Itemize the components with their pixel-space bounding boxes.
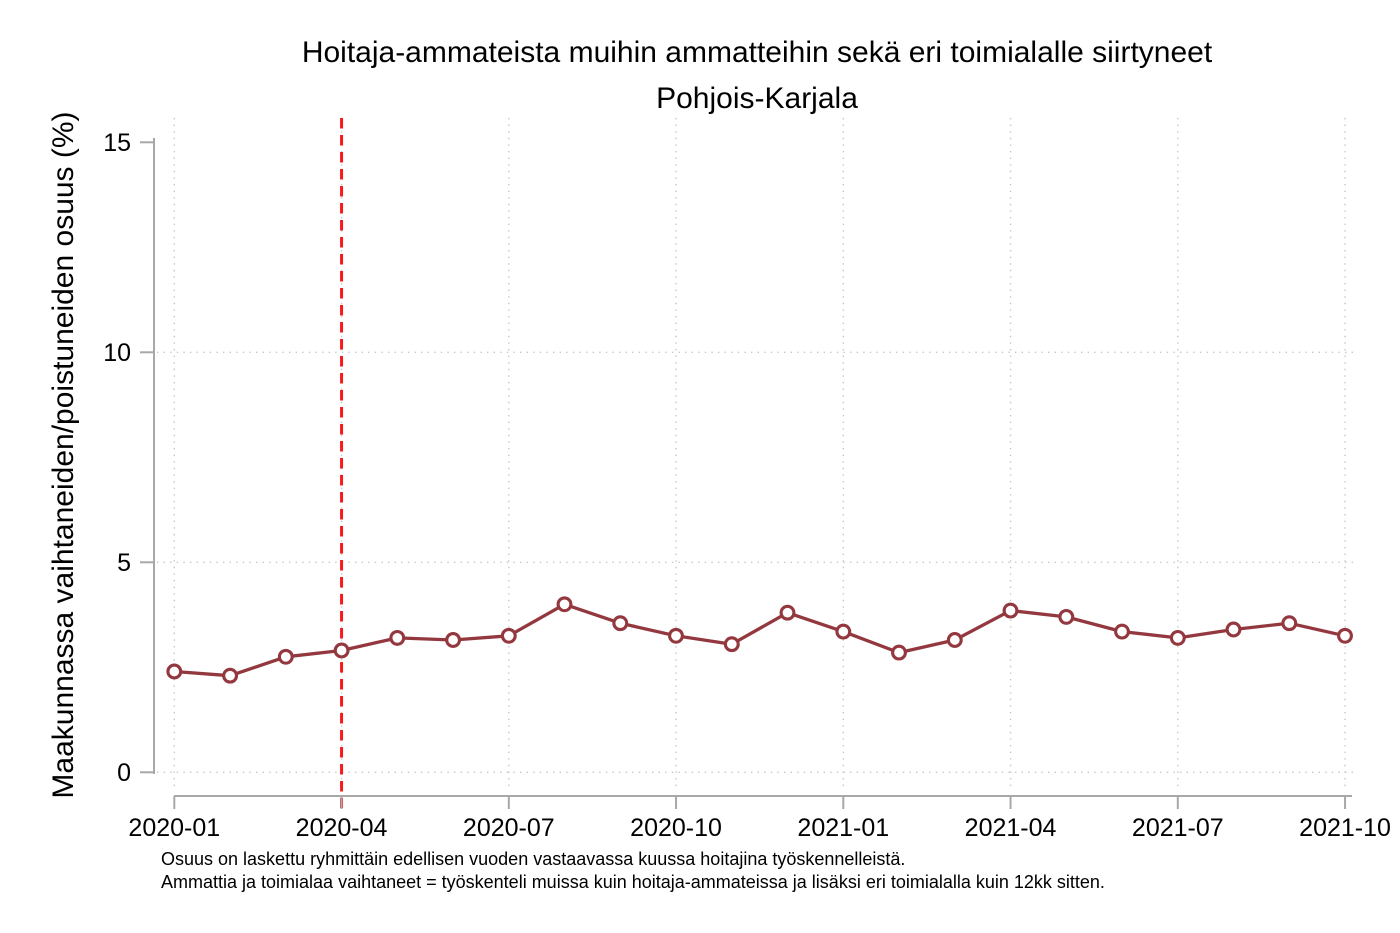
data-point-marker (891, 644, 907, 661)
chart-title-block: Hoitaja-ammateista muihin ammatteihin se… (157, 36, 1357, 116)
data-point-marker (277, 648, 294, 665)
data-point-marker (946, 632, 963, 648)
x-tick-label: 2020-07 (463, 814, 555, 842)
data-point-marker (1114, 623, 1130, 640)
footnote-line-1: Osuus on laskettu ryhmittäin edellisen v… (161, 849, 906, 869)
data-point-marker (222, 667, 239, 684)
data-point-marker (445, 632, 462, 648)
data-point-marker (333, 642, 350, 659)
x-tick-label: 2021-01 (797, 814, 889, 842)
x-tick-label: 2021-04 (965, 814, 1057, 842)
data-point-marker (612, 615, 629, 632)
footnotes: Osuus on laskettu ryhmittäin edellisen v… (161, 848, 1105, 893)
y-tick-label: 5 (117, 549, 131, 577)
y-tick-label: 15 (103, 129, 131, 157)
data-point-marker (668, 627, 684, 644)
series-line (174, 602, 1346, 678)
data-point-marker (1002, 602, 1019, 619)
data-point-marker (166, 663, 183, 680)
x-tick-label: 2021-07 (1132, 814, 1224, 842)
y-tick-label: 0 (117, 759, 131, 787)
x-tick-label: 2020-10 (630, 814, 722, 842)
data-point-marker (1225, 621, 1242, 638)
chart-title: Hoitaja-ammateista muihin ammatteihin se… (301, 36, 1213, 69)
data-point-marker (1281, 615, 1298, 632)
data-point-marker (556, 596, 573, 613)
footnote-line-2: Ammattia ja toimialaa vaihtaneet = työsk… (161, 871, 1105, 892)
x-tick-label: 2020-04 (296, 814, 388, 842)
x-tick-label: 2021-10 (1299, 814, 1391, 842)
x-tick-label: 2020-01 (128, 814, 220, 842)
data-point-marker (723, 636, 740, 653)
data-point-marker (389, 629, 406, 646)
data-point-marker (835, 623, 852, 640)
chart-subtitle: Pohjois-Karjala (656, 82, 858, 115)
data-point-marker (1058, 608, 1075, 625)
y-tick-label: 10 (103, 339, 131, 367)
data-point-marker (1169, 629, 1186, 646)
data-point-marker (779, 604, 796, 621)
data-point-marker (500, 627, 517, 644)
data-point-marker (1337, 627, 1353, 644)
